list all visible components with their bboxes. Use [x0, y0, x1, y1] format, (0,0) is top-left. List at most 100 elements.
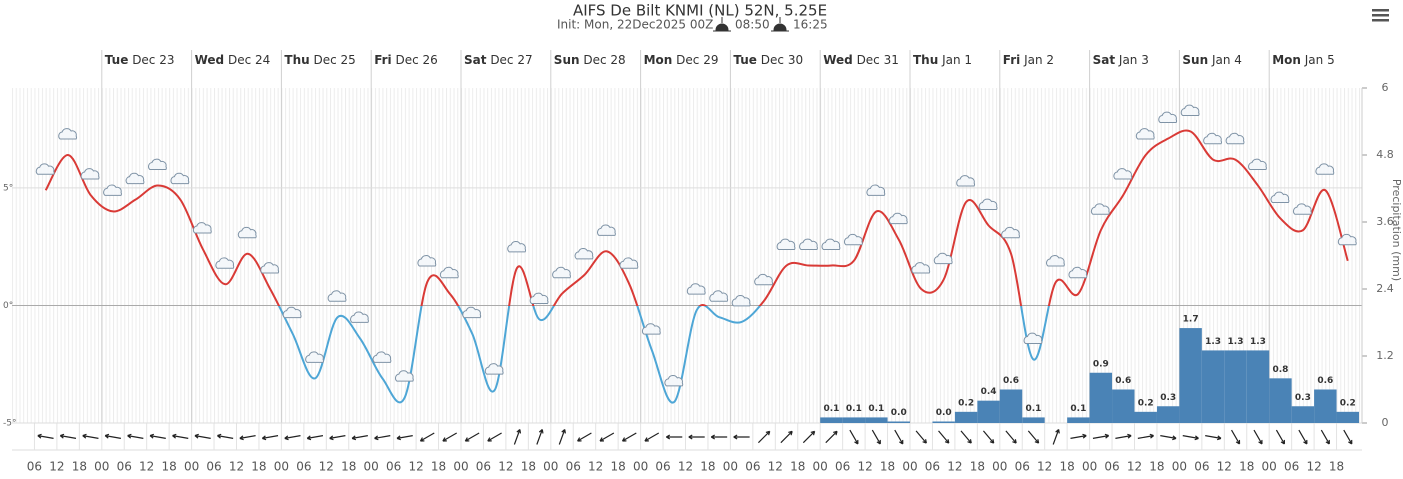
wind-arrow [1320, 429, 1330, 445]
weather-icon [597, 224, 616, 236]
x-tick-label: 00 [1082, 460, 1097, 474]
cloud [641, 323, 661, 335]
cloud [1001, 226, 1020, 239]
x-tick-label: 18 [970, 460, 985, 474]
cloud [956, 175, 976, 187]
date: Dec 26 [395, 53, 437, 67]
day-label: Fri Dec 26 [374, 53, 438, 67]
x-tick-label: 06 [476, 460, 491, 474]
precip-label: 0.3 [1295, 393, 1311, 403]
precip-label: 0.6 [1115, 376, 1131, 386]
weather-icon [1001, 226, 1020, 239]
wind-arrow [688, 434, 705, 440]
precip-label: 0.2 [958, 398, 974, 408]
wind-arrow [37, 433, 54, 439]
cloud [372, 351, 392, 363]
cloud [709, 290, 729, 302]
cloud [507, 240, 527, 253]
sunrise-icon [713, 17, 731, 32]
weather-icon [709, 290, 729, 302]
x-tick-label: 00 [902, 460, 917, 474]
precip-bar [842, 417, 866, 423]
weather-icon [58, 128, 78, 140]
cloud [933, 252, 953, 265]
x-tick-label: 06 [1104, 460, 1119, 474]
weather-icon [529, 292, 549, 305]
date: Dec 28 [583, 53, 625, 67]
sunset-time: 16:25 [793, 18, 828, 32]
weather-icon [215, 257, 235, 269]
day-label: Fri Jan 2 [1003, 53, 1054, 67]
weekday: Wed [823, 53, 853, 67]
cloud [776, 238, 796, 250]
weather-icon [956, 175, 976, 187]
cloud [417, 255, 437, 267]
precip-label: 0.1 [868, 404, 884, 414]
cloud [103, 184, 122, 196]
cloud [1248, 158, 1267, 171]
precip-bar [1067, 417, 1090, 423]
weather-icon [911, 262, 931, 274]
wind-arrow [1027, 430, 1040, 444]
weekday: Fri [374, 53, 391, 67]
wind-arrow [1160, 435, 1177, 441]
precip-label: 1.3 [1228, 337, 1244, 347]
weather-icon [192, 222, 212, 234]
precip-bar [977, 400, 1000, 423]
cloud [192, 222, 212, 234]
wind-arrow [915, 430, 927, 444]
precip-bar [1156, 406, 1180, 423]
weather-icon [125, 172, 145, 185]
x-tick-label: 18 [880, 460, 895, 474]
cloud [731, 295, 751, 307]
weather-icon [1135, 128, 1155, 140]
cloud [1337, 233, 1357, 246]
x-tick-label: 00 [633, 460, 648, 474]
weather-icon [933, 252, 953, 265]
weather-icon [821, 238, 841, 250]
weather-icon [148, 158, 167, 171]
y-tick-label: 5° [3, 183, 13, 193]
date: Dec 29 [676, 53, 718, 67]
cloud [237, 226, 257, 239]
date: Jan 4 [1211, 53, 1242, 67]
date: Dec 23 [132, 53, 174, 67]
wind-arrow [442, 432, 458, 442]
wind-arrow [1298, 429, 1308, 445]
x-tick-label: 18 [341, 460, 356, 474]
precip-label: 0.6 [1003, 376, 1019, 386]
cloud [1180, 104, 1200, 116]
cloud [350, 311, 369, 323]
cloud [1135, 128, 1155, 140]
y2-tick-label: 6 [1382, 81, 1389, 94]
x-tick-label: 18 [1239, 460, 1254, 474]
precip-label: 0.0 [936, 408, 952, 418]
x-tick-label: 12 [588, 460, 603, 474]
cloud [597, 224, 616, 236]
day-label: Wed Dec 24 [195, 53, 271, 67]
x-tick-label: 12 [768, 460, 783, 474]
x-tick-label: 06 [296, 460, 311, 474]
x-tick-label: 12 [1306, 460, 1321, 474]
cloud [888, 212, 908, 225]
weather-icon [260, 262, 280, 274]
precip-label: 0.1 [1070, 404, 1086, 414]
weather-icon [754, 273, 773, 286]
precip-label: 0.6 [1317, 376, 1333, 386]
cloud [148, 158, 167, 171]
weather-icon [282, 306, 302, 319]
y2-tick-label: 3.6 [1376, 215, 1394, 228]
x-tick-label: 18 [431, 460, 446, 474]
x-tick-label: 00 [813, 460, 828, 474]
wind-arrow [1115, 433, 1132, 439]
cloud [462, 306, 482, 319]
menu-button[interactable] [1372, 9, 1389, 22]
wind-arrow [780, 430, 793, 444]
precip-label: 0.9 [1093, 359, 1109, 369]
cloud [484, 363, 504, 375]
x-tick-label: 00 [992, 460, 1007, 474]
wind-arrow [172, 433, 189, 439]
x-tick-label: 00 [94, 460, 109, 474]
cloud [821, 238, 841, 250]
